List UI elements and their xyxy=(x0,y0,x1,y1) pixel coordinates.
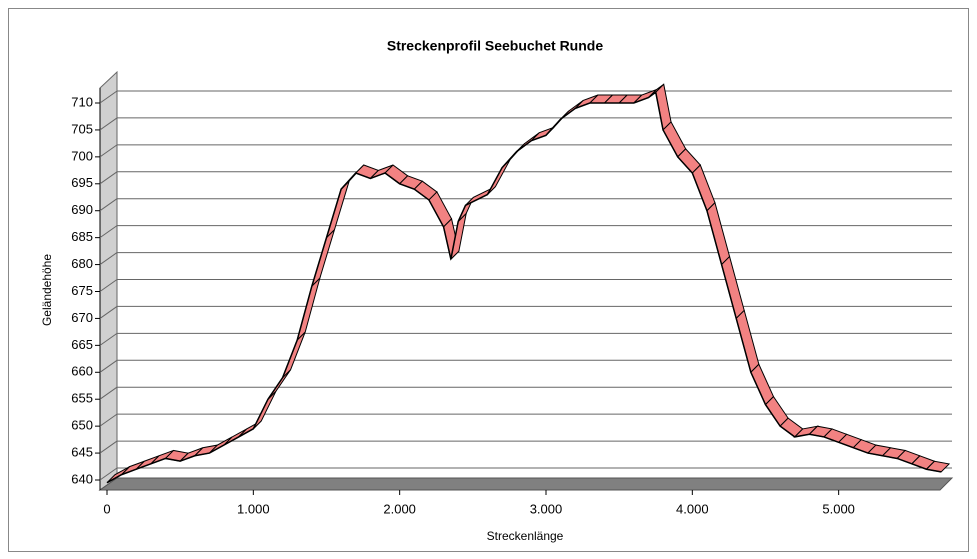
x-tick-label: 1.000 xyxy=(237,501,270,516)
y-tick-label: 675 xyxy=(71,283,93,298)
wall-grid-line xyxy=(99,279,118,292)
floor xyxy=(98,477,954,491)
wall-grid-line xyxy=(99,144,118,158)
chart-title: Streckenprofil Seebuchet Runde xyxy=(387,38,603,54)
wall-grid-line xyxy=(99,306,118,319)
y-tick-label: 695 xyxy=(71,175,93,190)
wall-grid-line xyxy=(99,332,118,346)
y-tick-label: 690 xyxy=(71,202,93,217)
wall-grid-line xyxy=(99,359,118,373)
y-tick-label: 685 xyxy=(71,229,93,244)
wall-grid-line xyxy=(99,440,118,454)
y-tick-label: 680 xyxy=(71,256,93,271)
wall-grid-line xyxy=(99,386,118,400)
y-tick-label: 670 xyxy=(71,310,93,325)
x-tick-label: 5.000 xyxy=(822,501,855,516)
wall-grid-line xyxy=(99,225,118,239)
wall-grid-line xyxy=(99,117,118,131)
x-tick-label: 0 xyxy=(103,501,110,516)
y-tick-label: 655 xyxy=(71,391,93,406)
y-tick-label: 665 xyxy=(71,337,93,352)
wall-grid-line xyxy=(99,171,118,185)
y-tick-label: 700 xyxy=(71,148,93,163)
y-tick-label: 710 xyxy=(71,94,93,109)
x-tick-label: 3.000 xyxy=(530,501,563,516)
wall-grid-line xyxy=(99,467,118,481)
x-tick-label: 4.000 xyxy=(676,501,709,516)
y-tick-label: 660 xyxy=(71,364,93,379)
x-axis-label: Streckenlänge xyxy=(487,529,564,543)
y-tick-label: 650 xyxy=(71,418,93,433)
y-tick-label: 640 xyxy=(71,471,93,486)
wall-grid-line xyxy=(99,413,118,427)
ribbon-edge xyxy=(106,90,942,484)
y-tick-label: 645 xyxy=(71,445,93,460)
wall-grid-line xyxy=(99,252,118,265)
wall-grid-line xyxy=(99,198,118,212)
x-tick-label: 2.000 xyxy=(383,501,416,516)
y-tick-label: 705 xyxy=(71,121,93,136)
y-axis-label: Geländehöhe xyxy=(40,254,54,326)
wall-grid-line xyxy=(99,90,118,104)
